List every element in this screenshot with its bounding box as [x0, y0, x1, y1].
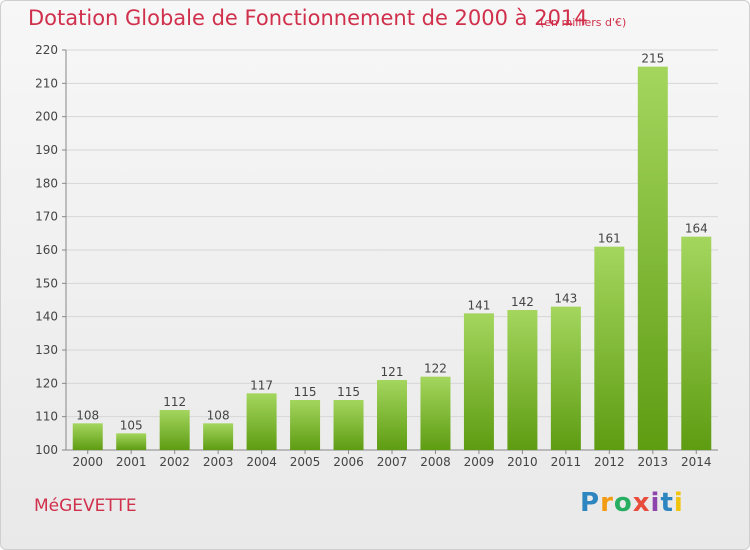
- bar-value-label: 121: [381, 365, 404, 379]
- x-tick-label: 2005: [290, 455, 321, 469]
- bar: [420, 376, 451, 450]
- bar-value-label: 108: [207, 408, 230, 422]
- x-tick-label: 2006: [333, 455, 364, 469]
- bar-value-label: 108: [76, 408, 99, 422]
- logo-letter: t: [660, 488, 674, 518]
- x-tick-label: 2004: [246, 455, 277, 469]
- x-tick-label: 2009: [464, 455, 495, 469]
- chart-title: Dotation Globale de Fonctionnement de 20…: [28, 6, 588, 30]
- x-tick-label: 2008: [420, 455, 451, 469]
- bar: [550, 306, 581, 450]
- axes: 100 110 120 130 140 150 160 170 180 190 200 210 220 2…: [35, 43, 718, 469]
- y-tick-label: 210: [35, 76, 58, 90]
- y-tick-label: 220: [35, 43, 58, 57]
- y-tick-label: 110: [35, 410, 58, 424]
- x-tick-label: 2011: [551, 455, 582, 469]
- bar: [72, 423, 103, 450]
- bar-value-label: 115: [337, 385, 360, 399]
- logo-letter: i: [673, 488, 684, 518]
- bar: [681, 236, 712, 450]
- bar-value-label: 161: [598, 232, 621, 246]
- bar: [333, 400, 364, 450]
- bar: [377, 380, 407, 450]
- x-tick-label: 2014: [681, 455, 712, 469]
- bar-value-label: 142: [511, 295, 534, 309]
- x-tick-label: 2001: [116, 455, 147, 469]
- x-tick-label: 2012: [594, 455, 625, 469]
- logo-letter: P: [580, 488, 601, 518]
- proxiti-logo: Proxiti: [580, 488, 684, 518]
- bar: [246, 393, 277, 450]
- y-tick-label: 200: [35, 110, 58, 124]
- logo-letter: o: [613, 488, 633, 518]
- bar: [637, 66, 668, 451]
- bar: [203, 423, 234, 450]
- x-tick-label: 2002: [159, 455, 190, 469]
- commune-name: MéGEVETTE: [34, 496, 137, 516]
- bar: [159, 410, 190, 450]
- logo-letter: r: [600, 488, 614, 518]
- bar-value-label: 105: [120, 418, 143, 432]
- bar: [116, 433, 147, 450]
- bar: [594, 246, 625, 450]
- x-tick-label: 2000: [72, 455, 103, 469]
- bar-value-label: 115: [294, 385, 317, 399]
- x-tick-label: 2003: [203, 455, 234, 469]
- bar-value-label: 215: [641, 52, 664, 66]
- bar-value-label: 112: [163, 395, 186, 409]
- bar: [463, 313, 494, 450]
- x-tick-label: 2013: [638, 455, 669, 469]
- x-tick-label: 2007: [377, 455, 408, 469]
- bar-value-label: 122: [424, 362, 447, 376]
- y-tick-label: 180: [35, 176, 58, 190]
- chart-unit-label: (en milliers d'€): [540, 16, 627, 29]
- logo-letter: i: [650, 488, 661, 518]
- bar-value-label: 117: [250, 378, 273, 392]
- bar-value-label: 141: [467, 298, 490, 312]
- y-tick-label: 170: [35, 210, 58, 224]
- y-tick-label: 150: [35, 276, 58, 290]
- bars: 108 105 112 108 117 115 115 121 122 141 142 143 161 2…: [72, 52, 712, 451]
- y-tick-label: 130: [35, 343, 58, 357]
- y-tick-label: 100: [35, 443, 58, 457]
- y-tick-label: 160: [35, 243, 58, 257]
- bar: [290, 400, 321, 450]
- y-tick-label: 120: [35, 376, 58, 390]
- bar: [507, 310, 538, 450]
- logo-letter: x: [632, 488, 651, 518]
- x-tick-label: 2010: [507, 455, 538, 469]
- bar-value-label: 164: [685, 222, 708, 236]
- bar-value-label: 143: [554, 292, 577, 306]
- y-tick-label: 140: [35, 310, 58, 324]
- y-tick-label: 190: [35, 143, 58, 157]
